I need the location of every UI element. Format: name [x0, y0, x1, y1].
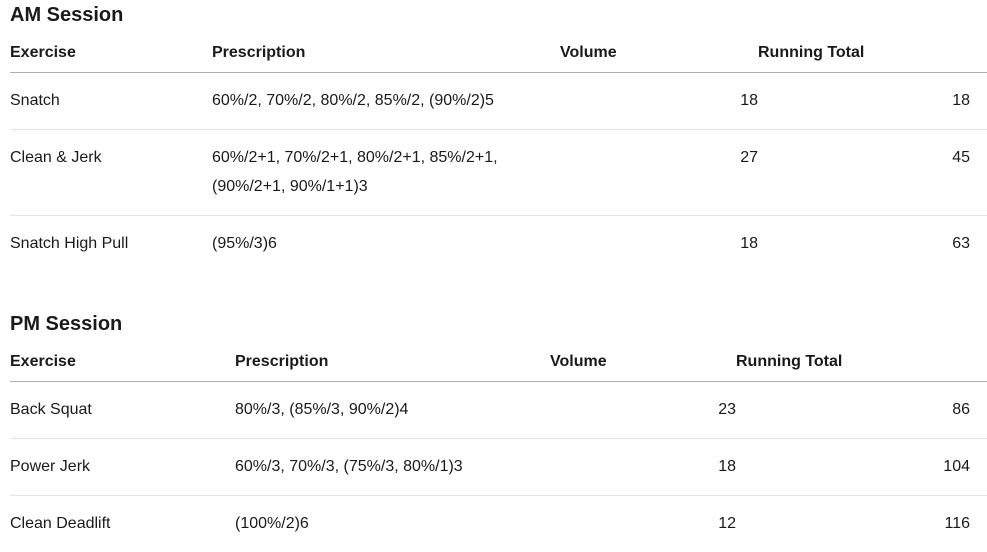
- exercise-cell: Clean & Jerk: [10, 130, 212, 216]
- exercise-cell: Clean Deadlift: [10, 496, 235, 552]
- workout-program-page: AM Session Exercise Prescription Volume …: [10, 3, 987, 552]
- session-title-am: AM Session: [10, 3, 987, 27]
- volume-cell: 18: [550, 439, 736, 496]
- running-total-cell: 18: [758, 73, 987, 130]
- volume-cell: 18: [560, 73, 758, 130]
- column-header-exercise: Exercise: [10, 340, 235, 382]
- prescription-cell: (95%/3)6: [212, 216, 560, 273]
- prescription-cell: 60%/2, 70%/2, 80%/2, 85%/2, (90%/2)5: [212, 73, 560, 130]
- column-header-volume: Volume: [560, 31, 758, 73]
- table-row: Snatch High Pull (95%/3)6 18 63: [10, 216, 987, 273]
- volume-cell: 27: [560, 130, 758, 216]
- exercise-cell: Snatch: [10, 73, 212, 130]
- table-row: Power Jerk 60%/3, 70%/3, (75%/3, 80%/1)3…: [10, 439, 987, 496]
- column-header-prescription: Prescription: [212, 31, 560, 73]
- exercise-cell: Back Squat: [10, 382, 235, 439]
- session-title-pm: PM Session: [10, 312, 987, 336]
- running-total-cell: 45: [758, 130, 987, 216]
- prescription-cell: 80%/3, (85%/3, 90%/2)4: [235, 382, 550, 439]
- running-total-cell: 116: [736, 496, 987, 552]
- volume-cell: 18: [560, 216, 758, 273]
- table-header-row: Exercise Prescription Volume Running Tot…: [10, 31, 987, 73]
- exercise-cell: Power Jerk: [10, 439, 235, 496]
- column-header-prescription: Prescription: [235, 340, 550, 382]
- volume-cell: 12: [550, 496, 736, 552]
- volume-cell: 23: [550, 382, 736, 439]
- column-header-running-total: Running Total: [758, 31, 987, 73]
- table-row: Clean & Jerk 60%/2+1, 70%/2+1, 80%/2+1, …: [10, 130, 987, 216]
- table-header-row: Exercise Prescription Volume Running Tot…: [10, 340, 987, 382]
- exercise-cell: Snatch High Pull: [10, 216, 212, 273]
- prescription-cell: (100%/2)6: [235, 496, 550, 552]
- table-row: Snatch 60%/2, 70%/2, 80%/2, 85%/2, (90%/…: [10, 73, 987, 130]
- table-row: Back Squat 80%/3, (85%/3, 90%/2)4 23 86: [10, 382, 987, 439]
- table-row: Clean Deadlift (100%/2)6 12 116: [10, 496, 987, 552]
- column-header-volume: Volume: [550, 340, 736, 382]
- session-table-pm: Exercise Prescription Volume Running Tot…: [10, 340, 987, 552]
- prescription-cell: 60%/3, 70%/3, (75%/3, 80%/1)3: [235, 439, 550, 496]
- prescription-cell: 60%/2+1, 70%/2+1, 80%/2+1, 85%/2+1, (90%…: [212, 130, 560, 216]
- session-table-am: Exercise Prescription Volume Running Tot…: [10, 31, 987, 272]
- running-total-cell: 104: [736, 439, 987, 496]
- running-total-cell: 86: [736, 382, 987, 439]
- column-header-exercise: Exercise: [10, 31, 212, 73]
- running-total-cell: 63: [758, 216, 987, 273]
- column-header-running-total: Running Total: [736, 340, 987, 382]
